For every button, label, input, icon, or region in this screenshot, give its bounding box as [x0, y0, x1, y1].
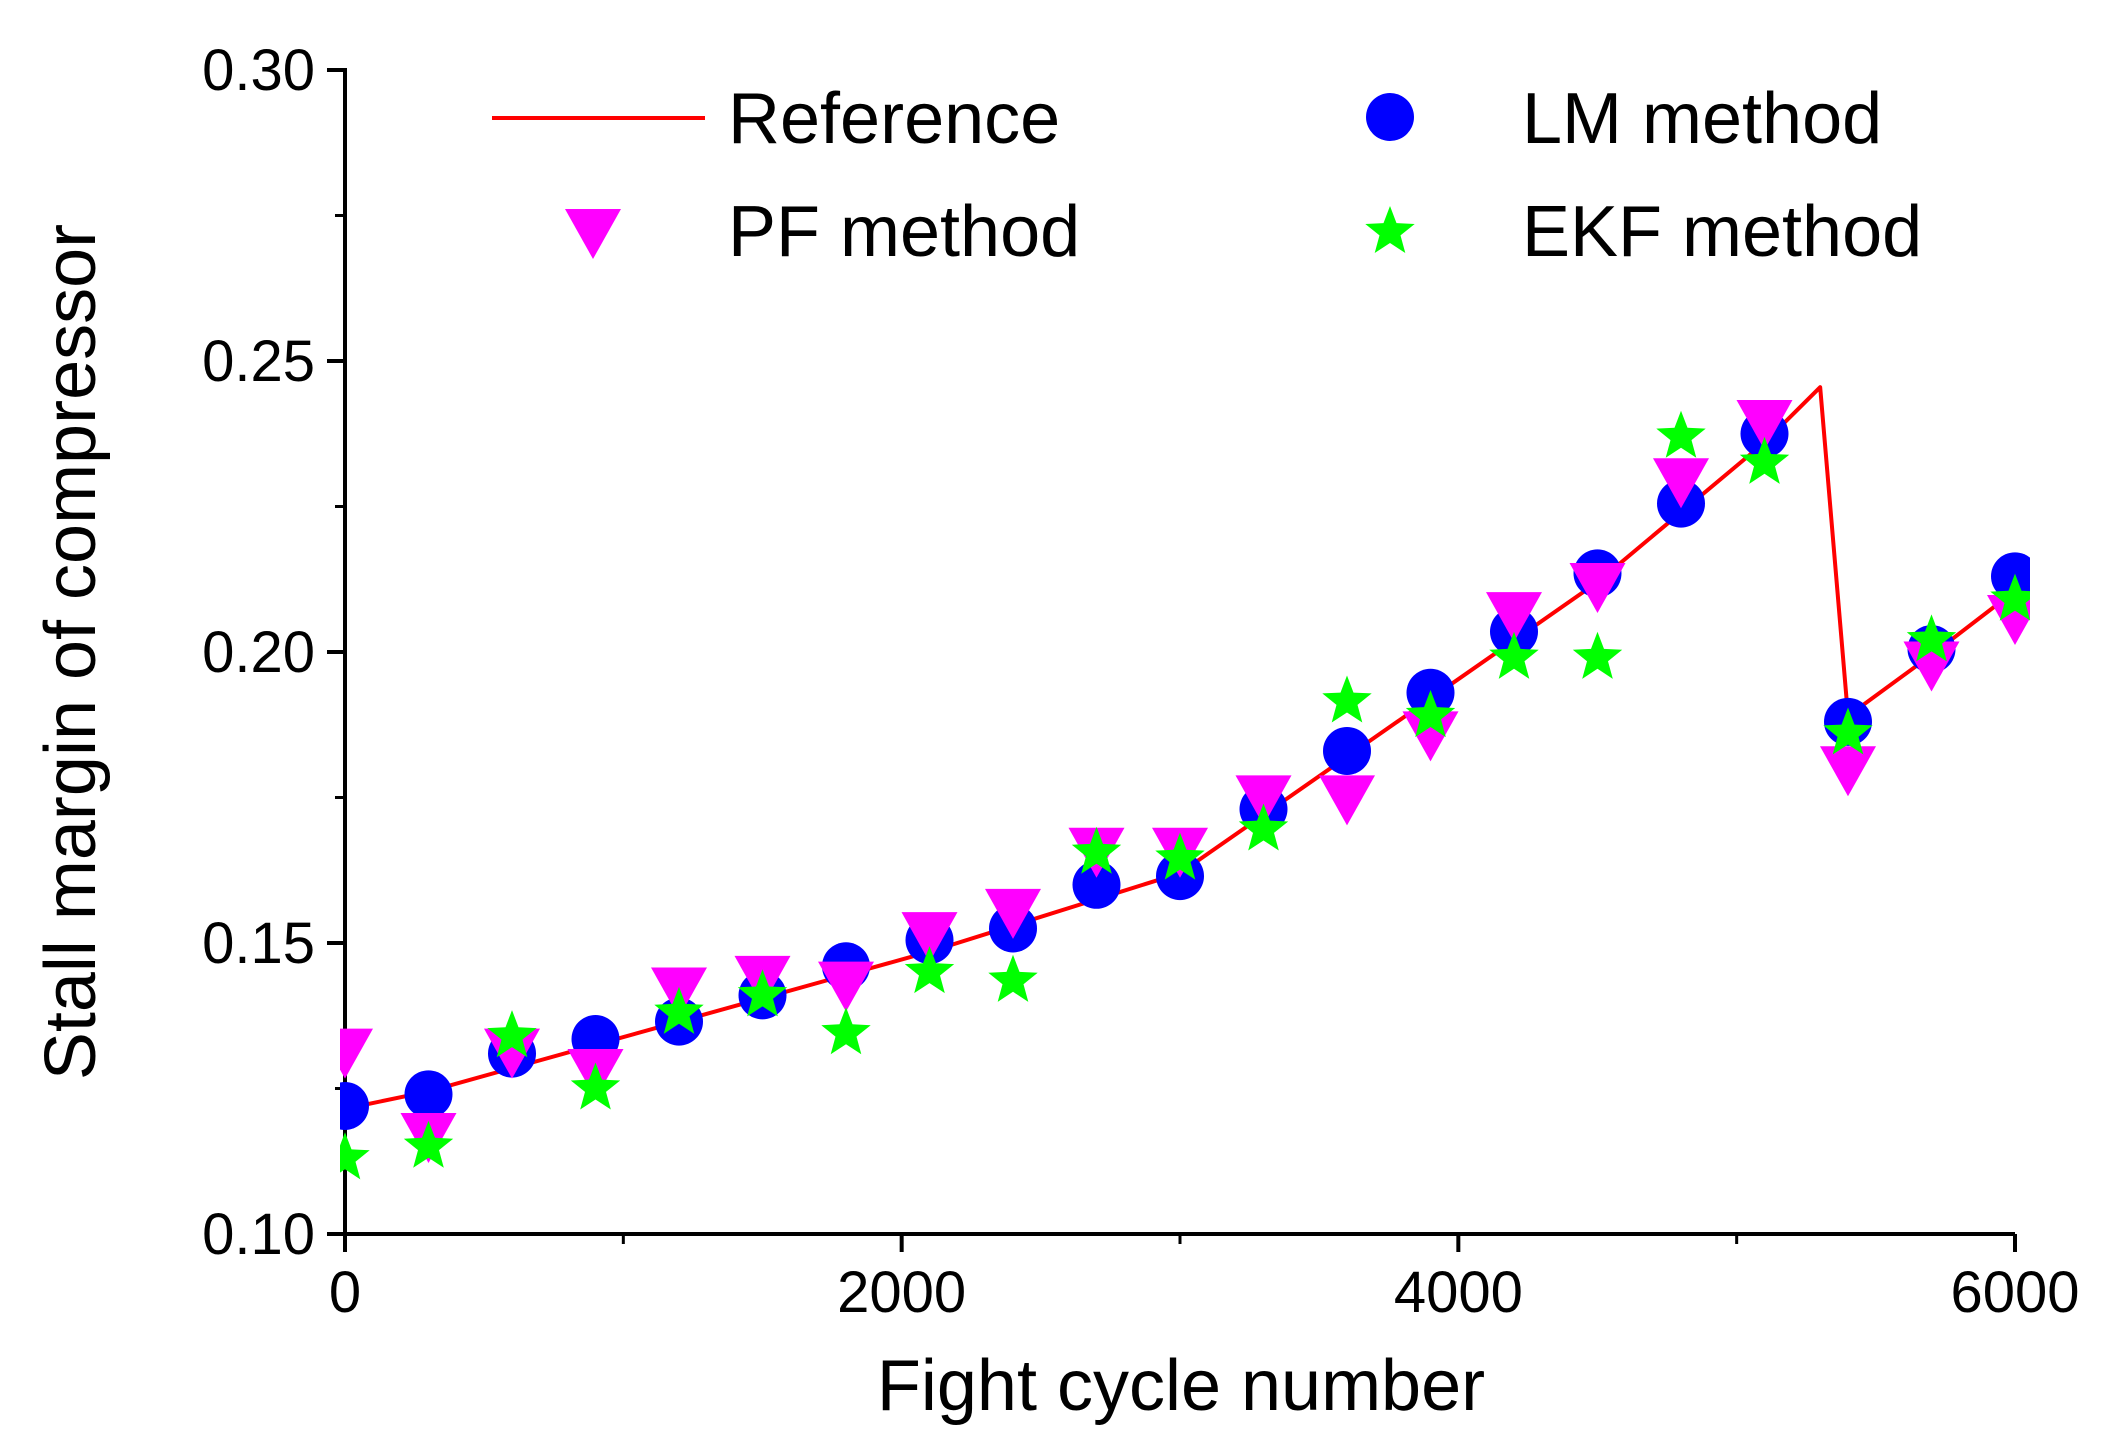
x-tick-label: 4000: [1394, 1260, 1523, 1325]
lm-point: [321, 1082, 369, 1130]
y-axis-title: Stall margin of compressor: [31, 224, 111, 1080]
pf-point: [1319, 775, 1375, 825]
pf-point: [317, 1029, 373, 1079]
pf-point: [818, 962, 874, 1012]
legend-pf-label: PF method: [728, 192, 1080, 272]
x-axis-title: Fight cycle number: [877, 1346, 1485, 1426]
chart: 0 2000 4000 6000 0.10 0.15 0.20 0.25 0.30 Fight …: [0, 0, 2110, 1451]
x-tick-label: 6000: [1950, 1260, 2079, 1325]
legend-reference-label: Reference: [728, 79, 1060, 159]
y-tick-label: 0.15: [202, 911, 315, 976]
legend-lm-swatch: [1366, 93, 1414, 141]
legend-lm-label: LM method: [1522, 79, 1882, 159]
ekf-point: [1573, 632, 1622, 679]
ekf-point: [1322, 676, 1371, 723]
pf-point: [1570, 563, 1626, 613]
ekf-point: [571, 1063, 620, 1110]
y-tick-label: 0.25: [202, 329, 315, 394]
x-tick-label: 2000: [837, 1260, 966, 1325]
ekf-point: [988, 955, 1037, 1002]
y-tick-label: 0.30: [202, 38, 315, 103]
y-tick-label: 0.20: [202, 620, 315, 685]
legend: Reference LM method PF method EKF method: [492, 79, 1922, 272]
lm-point: [405, 1070, 453, 1118]
legend-ekf-label: EKF method: [1522, 192, 1922, 272]
ekf-point: [1656, 411, 1705, 458]
lm-markers: [321, 410, 2039, 1130]
y-tick-label: 0.10: [202, 1202, 315, 1267]
reference-polyline: [345, 387, 2015, 1109]
pf-point: [1820, 746, 1876, 796]
x-tick-label: 0: [329, 1260, 361, 1325]
legend-pf-swatch: [565, 209, 621, 259]
ekf-point: [821, 1007, 870, 1054]
lm-point: [1323, 727, 1371, 775]
legend-ekf-swatch: [1365, 206, 1414, 253]
reference-line: [345, 387, 2015, 1109]
